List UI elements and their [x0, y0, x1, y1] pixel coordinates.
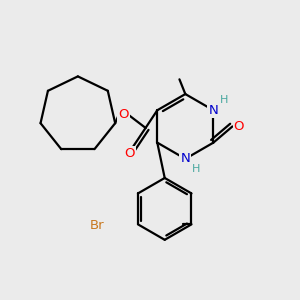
Text: N: N	[181, 152, 190, 165]
Text: H: H	[220, 95, 228, 105]
Text: H: H	[191, 164, 200, 174]
Text: Br: Br	[90, 219, 104, 232]
Text: O: O	[234, 120, 244, 133]
Text: O: O	[124, 147, 135, 160]
Text: N: N	[208, 104, 218, 117]
Text: O: O	[118, 108, 129, 121]
